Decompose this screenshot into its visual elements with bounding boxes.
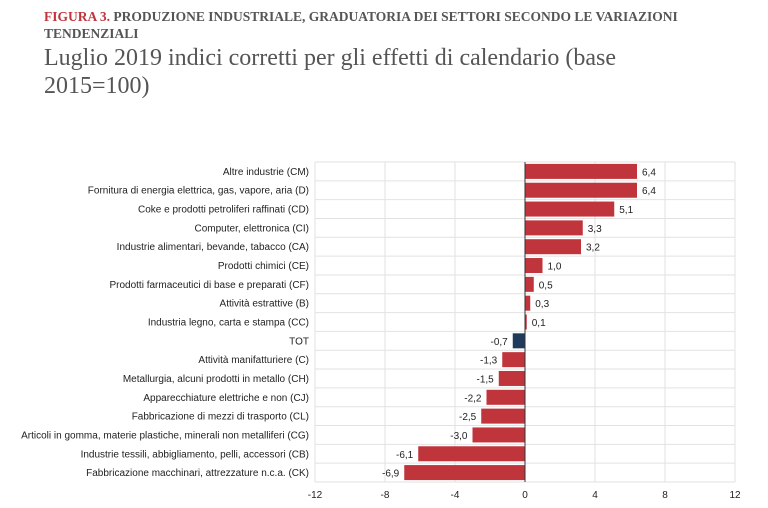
category-label: Altre industrie (CM) xyxy=(223,167,309,178)
x-tick-label: 4 xyxy=(592,490,598,501)
bar xyxy=(525,314,527,330)
bar xyxy=(525,239,581,255)
x-tick-label: -12 xyxy=(308,490,323,501)
bar xyxy=(418,446,525,462)
figure-subtitle: Luglio 2019 indici corretti per gli effe… xyxy=(44,45,617,99)
bar xyxy=(525,220,583,236)
bar xyxy=(502,352,525,368)
data-label: 6,4 xyxy=(642,167,656,178)
bar xyxy=(512,333,525,349)
data-label: 1,0 xyxy=(548,262,562,273)
bar xyxy=(525,258,543,274)
data-label: 6,4 xyxy=(642,186,656,197)
data-label: 0,3 xyxy=(535,299,549,310)
bar xyxy=(404,465,525,481)
data-label: -3,0 xyxy=(450,431,468,442)
bar xyxy=(525,163,637,179)
data-label: -6,9 xyxy=(382,469,400,480)
bar xyxy=(525,276,534,292)
category-label: Apparecchiature elettriche e non (CJ) xyxy=(143,393,309,404)
category-label: Prodotti farmaceutici di base e preparat… xyxy=(109,280,309,291)
data-label: -0,7 xyxy=(491,337,509,348)
data-label: -1,3 xyxy=(480,356,498,367)
x-tick-label: -4 xyxy=(451,490,460,501)
category-label: Fornitura di energia elettrica, gas, vap… xyxy=(88,186,309,197)
bar xyxy=(481,408,525,424)
bar xyxy=(498,370,525,386)
data-label: -2,5 xyxy=(459,412,477,423)
data-label: -6,1 xyxy=(396,450,414,461)
figure-title: FIGURA 3. PRODUZIONE INDUSTRIALE, GRADUA… xyxy=(44,8,724,42)
category-label: Computer, elettronica (CI) xyxy=(195,223,310,234)
data-label: 0,5 xyxy=(539,280,553,291)
category-label: Coke e prodotti petroliferi raffinati (C… xyxy=(138,205,309,216)
category-label: Attività estrattive (B) xyxy=(220,299,309,310)
figure-label: FIGURA 3. xyxy=(44,9,111,24)
category-label: Industrie alimentari, bevande, tabacco (… xyxy=(117,242,309,253)
bar xyxy=(525,201,615,217)
category-label: Industrie tessili, abbigliamento, pelli,… xyxy=(81,449,309,460)
category-label: Attività manifatturiere (C) xyxy=(198,355,309,366)
data-label: -2,2 xyxy=(464,393,482,404)
category-label: Industria legno, carta e stampa (CC) xyxy=(148,318,309,329)
bar xyxy=(472,427,525,443)
data-label: 3,2 xyxy=(586,243,600,254)
figure-title-text: PRODUZIONE INDUSTRIALE, GRADUATORIA DEI … xyxy=(44,9,678,41)
data-label: 3,3 xyxy=(588,224,602,235)
data-label: -1,5 xyxy=(477,374,495,385)
category-label: Fabbricazione di mezzi di trasporto (CL) xyxy=(132,412,309,423)
x-tick-label: -8 xyxy=(381,490,390,501)
category-label: Prodotti chimici (CE) xyxy=(218,261,309,272)
category-label: Metallurgia, alcuni prodotti in metallo … xyxy=(123,374,309,385)
x-tick-label: 8 xyxy=(662,490,668,501)
category-label: Articoli in gomma, materie plastiche, mi… xyxy=(21,430,309,441)
bar xyxy=(525,295,531,311)
bar xyxy=(525,182,637,198)
category-label: Fabbricazione macchinari, attrezzature n… xyxy=(86,468,309,479)
bar xyxy=(486,389,525,405)
x-tick-label: 12 xyxy=(729,490,741,501)
data-label: 5,1 xyxy=(619,205,633,216)
data-label: 0,1 xyxy=(532,318,546,329)
x-tick-label: 0 xyxy=(522,490,528,501)
category-label: TOT xyxy=(289,336,309,347)
